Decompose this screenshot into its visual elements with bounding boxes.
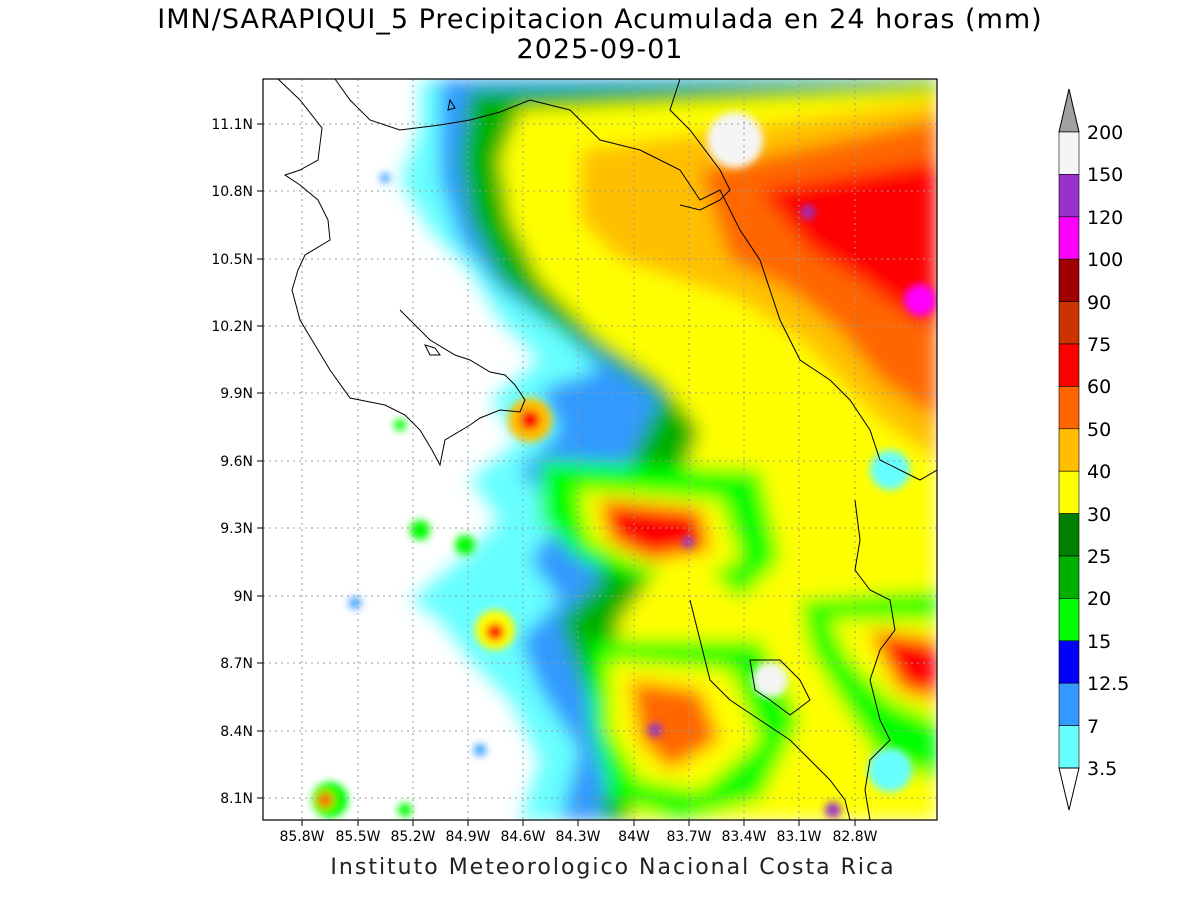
lon-tick-label: 84.3W bbox=[555, 829, 600, 845]
lon-tick-label: 84.6W bbox=[500, 829, 545, 845]
colorbar-label: 90 bbox=[1087, 292, 1111, 314]
colorbar-bottom-arrow bbox=[1058, 767, 1080, 811]
graticule bbox=[263, 79, 937, 820]
plot-frame bbox=[262, 78, 938, 821]
colorbar-label: 50 bbox=[1087, 419, 1111, 441]
colorbar-label: 20 bbox=[1087, 588, 1111, 610]
lon-tick-label: 82.8W bbox=[832, 829, 877, 845]
colorbar-swatch bbox=[1058, 258, 1080, 302]
colorbar-swatch bbox=[1058, 640, 1080, 684]
lon-tick-label: 83.1W bbox=[776, 829, 821, 845]
lat-tick-label: 9N bbox=[234, 589, 253, 605]
colorbar-label: 100 bbox=[1087, 249, 1123, 271]
colorbar bbox=[1058, 88, 1080, 811]
colorbar-label: 120 bbox=[1087, 207, 1123, 229]
footer-credit: Instituto Meteorologico Nacional Costa R… bbox=[330, 855, 896, 880]
colorbar-swatch bbox=[1058, 216, 1080, 260]
colorbar-label: 40 bbox=[1087, 461, 1111, 483]
lon-tick-label: 85.5W bbox=[335, 829, 380, 845]
colorbar-label: 75 bbox=[1087, 334, 1111, 356]
precipitation-field bbox=[263, 79, 937, 820]
lat-tick-label: 10.5N bbox=[211, 252, 253, 268]
colorbar-top-arrow bbox=[1058, 88, 1080, 133]
lon-tick-label: 84W bbox=[618, 829, 650, 845]
colorbar-swatch bbox=[1058, 682, 1080, 726]
lon-tick-label: 85.8W bbox=[279, 829, 324, 845]
lon-tick-label: 84.9W bbox=[445, 829, 490, 845]
colorbar-label: 60 bbox=[1087, 376, 1111, 398]
colorbar-swatch bbox=[1058, 343, 1080, 387]
colorbar-label: 200 bbox=[1087, 122, 1123, 144]
colorbar-label: 25 bbox=[1087, 546, 1111, 568]
colorbar-label: 3.5 bbox=[1087, 758, 1117, 780]
colorbar-swatch bbox=[1058, 470, 1080, 514]
colorbar-swatch bbox=[1058, 555, 1080, 599]
colorbar-swatch bbox=[1058, 598, 1080, 642]
lon-tick-label: 85.2W bbox=[390, 829, 435, 845]
lat-tick-label: 10.2N bbox=[211, 319, 253, 335]
colorbar-label: 12.5 bbox=[1087, 673, 1129, 695]
colorbar-label: 150 bbox=[1087, 164, 1123, 186]
colorbar-swatch bbox=[1058, 428, 1080, 472]
lat-tick-label: 9.6N bbox=[220, 454, 253, 470]
colorbar-swatch bbox=[1058, 301, 1080, 345]
map-subtitle: 2025-09-01 bbox=[516, 34, 684, 65]
colorbar-swatch bbox=[1058, 174, 1080, 218]
map-title: IMN/SARAPIQUI_5 Precipitacion Acumulada … bbox=[157, 4, 1043, 35]
colorbar-label: 30 bbox=[1087, 504, 1111, 526]
colorbar-label: 7 bbox=[1087, 716, 1099, 738]
colorbar-swatch bbox=[1058, 513, 1080, 557]
lat-tick-label: 9.9N bbox=[220, 386, 253, 402]
lat-tick-label: 10.8N bbox=[211, 184, 253, 200]
lon-tick-label: 83.7W bbox=[666, 829, 711, 845]
coastline bbox=[277, 79, 937, 820]
colorbar-label: 15 bbox=[1087, 631, 1111, 653]
lat-tick-label: 8.4N bbox=[220, 724, 253, 740]
colorbar-swatch bbox=[1058, 386, 1080, 430]
colorbar-swatch bbox=[1058, 131, 1080, 175]
lat-tick-label: 8.1N bbox=[220, 791, 253, 807]
lat-tick-label: 11.1N bbox=[211, 117, 253, 133]
colorbar-swatch bbox=[1058, 725, 1080, 769]
lon-tick-label: 83.4W bbox=[721, 829, 766, 845]
lat-tick-label: 9.3N bbox=[220, 521, 253, 537]
lat-tick-label: 8.7N bbox=[220, 656, 253, 672]
